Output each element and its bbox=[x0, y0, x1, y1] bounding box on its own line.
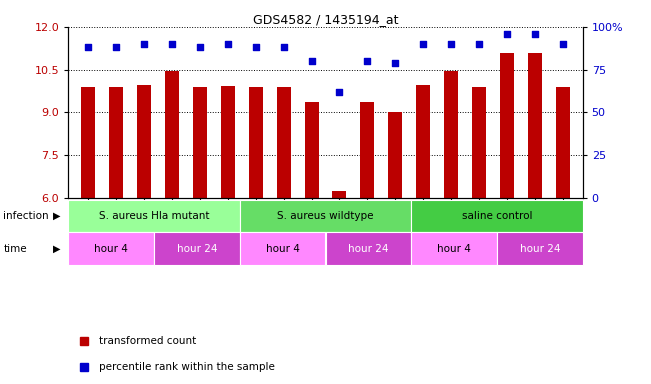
Point bbox=[223, 41, 233, 47]
Point bbox=[446, 41, 456, 47]
Point bbox=[307, 58, 317, 64]
Bar bbox=[411, 200, 583, 232]
Text: hour 4: hour 4 bbox=[94, 243, 128, 254]
Bar bbox=[249, 87, 262, 198]
Bar bbox=[81, 87, 95, 198]
Point bbox=[111, 44, 121, 50]
Bar bbox=[333, 190, 346, 198]
Text: hour 4: hour 4 bbox=[266, 243, 299, 254]
Point bbox=[502, 31, 512, 37]
Point bbox=[139, 41, 149, 47]
Bar bbox=[240, 232, 326, 265]
Bar bbox=[389, 112, 402, 198]
Bar bbox=[500, 53, 514, 198]
Bar bbox=[221, 86, 234, 198]
Bar bbox=[361, 103, 374, 198]
Text: ▶: ▶ bbox=[53, 211, 61, 221]
Bar bbox=[240, 200, 411, 232]
Bar bbox=[411, 232, 497, 265]
Point bbox=[362, 58, 372, 64]
Bar bbox=[193, 87, 207, 198]
Text: hour 4: hour 4 bbox=[437, 243, 471, 254]
Bar bbox=[109, 87, 123, 198]
Text: time: time bbox=[3, 243, 27, 254]
Bar bbox=[165, 71, 179, 198]
Bar bbox=[556, 87, 570, 198]
Bar bbox=[472, 87, 486, 198]
Text: hour 24: hour 24 bbox=[348, 243, 389, 254]
Bar bbox=[417, 85, 430, 198]
Bar bbox=[277, 87, 290, 198]
Text: hour 24: hour 24 bbox=[519, 243, 560, 254]
Text: S. aureus Hla mutant: S. aureus Hla mutant bbox=[99, 211, 210, 221]
Point bbox=[279, 44, 289, 50]
Bar bbox=[444, 71, 458, 198]
Point bbox=[474, 41, 484, 47]
Point bbox=[418, 41, 428, 47]
Point bbox=[530, 31, 540, 37]
Bar bbox=[326, 232, 411, 265]
Bar bbox=[68, 200, 240, 232]
Point bbox=[558, 41, 568, 47]
Point bbox=[195, 44, 205, 50]
Text: infection: infection bbox=[3, 211, 49, 221]
Bar bbox=[154, 232, 240, 265]
Text: percentile rank within the sample: percentile rank within the sample bbox=[99, 362, 275, 372]
Bar bbox=[68, 232, 154, 265]
Text: saline control: saline control bbox=[462, 211, 532, 221]
Text: hour 24: hour 24 bbox=[176, 243, 217, 254]
Title: GDS4582 / 1435194_at: GDS4582 / 1435194_at bbox=[253, 13, 398, 26]
Bar bbox=[528, 53, 542, 198]
Point bbox=[334, 89, 344, 95]
Point bbox=[167, 41, 177, 47]
Bar bbox=[497, 232, 583, 265]
Bar bbox=[305, 103, 318, 198]
Text: transformed count: transformed count bbox=[99, 336, 197, 346]
Point bbox=[390, 60, 400, 66]
Point bbox=[251, 44, 261, 50]
Point bbox=[83, 44, 93, 50]
Bar bbox=[137, 85, 151, 198]
Text: ▶: ▶ bbox=[53, 243, 61, 254]
Text: S. aureus wildtype: S. aureus wildtype bbox=[277, 211, 374, 221]
